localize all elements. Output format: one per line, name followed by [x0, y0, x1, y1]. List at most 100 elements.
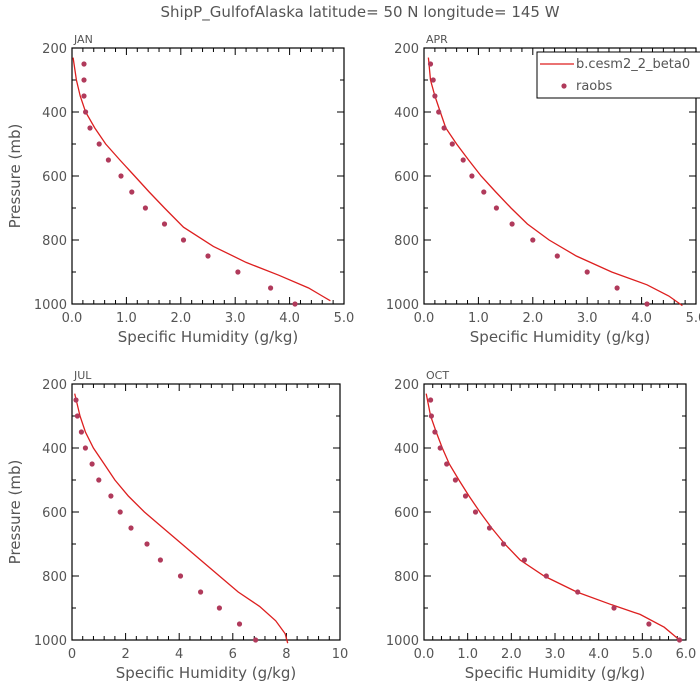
legend-box	[536, 51, 700, 99]
raobs-point	[509, 221, 515, 227]
raobs-point	[481, 189, 487, 195]
raobs-point	[74, 413, 80, 419]
y-tick-label: 1000	[34, 634, 67, 649]
data-layer	[73, 393, 289, 644]
raobs-point	[428, 413, 434, 419]
x-axis-title: Specific Humidity (g/kg)	[118, 328, 298, 346]
panel-label: JUL	[73, 369, 92, 382]
raobs-point	[575, 589, 581, 595]
raobs-point	[177, 573, 184, 579]
x-tick-label: 4.0	[279, 311, 300, 326]
x-tick-label: 4.0	[631, 311, 652, 326]
raobs-point	[236, 621, 243, 627]
x-tick-label: 0	[68, 647, 76, 662]
raobs-point	[108, 493, 114, 499]
y-tick-label: 800	[42, 234, 67, 249]
data-layer	[72, 57, 331, 307]
x-tick-label: 1.0	[457, 647, 478, 662]
raobs-point	[198, 589, 204, 595]
x-tick-label: 5.0	[686, 311, 700, 326]
raobs-point	[449, 141, 455, 147]
raobs-point	[432, 429, 438, 435]
raobs-point	[462, 493, 469, 499]
y-tick-label: 600	[394, 170, 419, 185]
y-tick-label: 600	[42, 506, 67, 521]
y-tick-label: 200	[42, 378, 67, 393]
raobs-point	[81, 61, 87, 67]
x-tick-label: 0.0	[414, 311, 435, 326]
raobs-point	[436, 109, 442, 115]
raobs-point	[87, 125, 93, 131]
raobs-point	[180, 237, 187, 243]
raobs-point	[78, 429, 84, 435]
panel-label: APR	[426, 33, 448, 46]
x-tick-label: 2	[121, 647, 129, 662]
raobs-point	[554, 253, 560, 259]
raobs-point	[96, 477, 102, 483]
raobs-point	[81, 93, 87, 99]
raobs-point	[144, 541, 150, 547]
raobs-point	[614, 285, 620, 291]
raobs-point	[584, 269, 590, 275]
raobs-point	[105, 157, 111, 163]
raobs-point	[486, 525, 493, 531]
plot-frame	[71, 47, 345, 305]
raobs-point	[452, 477, 458, 483]
y-tick-label: 200	[42, 42, 67, 57]
x-tick-label: 8	[282, 647, 290, 662]
plot-frame	[423, 383, 687, 641]
x-tick-label: 5.0	[334, 311, 355, 326]
raobs-point	[118, 173, 124, 179]
y-tick-label: 200	[394, 42, 419, 57]
y-tick-label: 1000	[386, 298, 419, 313]
y-axis-title: Pressure (mb)	[6, 460, 24, 565]
x-axis-title: Specific Humidity (g/kg)	[116, 664, 296, 682]
raobs-point	[83, 109, 89, 115]
panel-label: OCT	[426, 369, 449, 382]
x-tick-label: 6	[229, 647, 237, 662]
x-tick-label: 1.0	[116, 311, 137, 326]
x-tick-label: 0.0	[414, 647, 435, 662]
raobs-point	[437, 445, 443, 451]
raobs-point	[646, 621, 652, 627]
raobs-point	[441, 125, 447, 131]
y-tick-label: 1000	[386, 634, 419, 649]
model-line	[74, 393, 289, 644]
x-tick-label: 0.0	[62, 311, 83, 326]
raobs-point	[644, 301, 650, 307]
model-line	[72, 57, 331, 302]
y-tick-label: 400	[394, 442, 419, 457]
raobs-point	[161, 221, 168, 227]
x-tick-label: 3.0	[577, 311, 598, 326]
plot-frame	[71, 383, 341, 641]
raobs-point	[472, 509, 479, 515]
raobs-point	[89, 461, 95, 467]
x-tick-label: 2.0	[501, 647, 522, 662]
y-tick-label: 800	[42, 570, 67, 585]
raobs-point	[216, 605, 222, 611]
raobs-point	[292, 301, 298, 307]
raobs-point	[73, 397, 79, 403]
x-tick-label: 2.0	[170, 311, 191, 326]
raobs-point	[142, 205, 148, 211]
raobs-point	[205, 253, 211, 259]
raobs-point	[128, 525, 134, 531]
raobs-point	[493, 205, 499, 211]
y-axis-title: Pressure (mb)	[6, 124, 24, 229]
raobs-point	[611, 605, 617, 611]
raobs-point	[268, 285, 274, 291]
legend-label-model: b.cesm2_2_beta0	[576, 57, 690, 72]
x-tick-label: 4	[175, 647, 183, 662]
raobs-point	[428, 397, 434, 403]
raobs-point	[82, 445, 88, 451]
data-layer	[427, 57, 683, 307]
raobs-point	[117, 509, 123, 515]
x-axis-title: Specific Humidity (g/kg)	[465, 664, 645, 682]
model-line	[427, 57, 683, 307]
y-tick-label: 1000	[34, 298, 67, 313]
raobs-point	[676, 637, 683, 643]
